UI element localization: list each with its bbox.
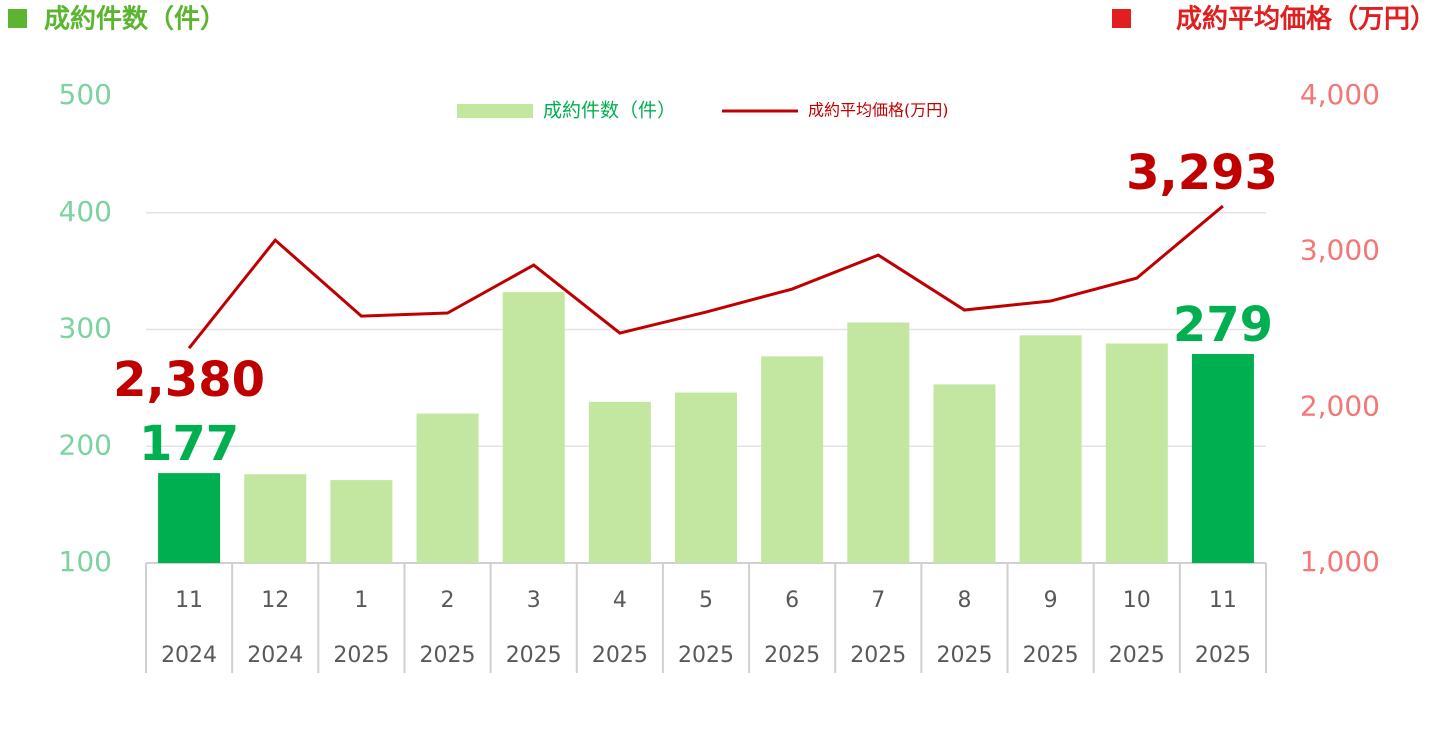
x-tick-label-year: 2025 [678, 643, 734, 668]
x-tick-label-year: 2024 [247, 643, 303, 668]
y-tick-label: 500 [59, 78, 112, 111]
x-tick-label: 9 [1044, 588, 1058, 613]
x-tick-label-year: 2025 [764, 643, 820, 668]
x-tick-label-year: 2025 [1195, 643, 1251, 668]
x-tick-label: 7 [871, 588, 885, 613]
line-value-label: 3,293 [1126, 145, 1278, 201]
bar [1019, 335, 1082, 563]
bar [588, 401, 651, 563]
x-tick-label-year: 2025 [1023, 643, 1079, 668]
x-tick-label: 4 [613, 588, 627, 613]
x-tick-label-year: 2025 [592, 643, 648, 668]
bar [502, 292, 565, 563]
y2-tick-label: 2,000 [1300, 389, 1380, 422]
x-tick-label-year: 2025 [420, 643, 476, 668]
bar [330, 480, 393, 563]
y-tick-label: 400 [59, 195, 112, 228]
x-tick-label-year: 2025 [936, 643, 992, 668]
y-tick-label: 200 [59, 428, 112, 461]
y2-label-marker [1112, 9, 1131, 28]
x-tick-label: 8 [957, 588, 971, 613]
legend-label: 成約平均価格(万円) [808, 101, 949, 120]
legend-label: 成約件数（件） [543, 100, 676, 122]
x-tick-label: 11 [175, 588, 203, 613]
x-tick-label-year: 2025 [850, 643, 906, 668]
bar [675, 392, 737, 563]
x-tick-label: 11 [1209, 588, 1237, 613]
y-axis-title: 成約件数（件） [44, 4, 226, 35]
x-tick-label: 5 [699, 588, 713, 613]
x-tick-label-year: 2024 [161, 643, 217, 668]
x-tick-label: 6 [785, 588, 799, 613]
bar [244, 474, 307, 563]
x-tick-label-year: 2025 [1109, 643, 1165, 668]
x-tick-label: 2 [441, 588, 455, 613]
bar [1105, 343, 1168, 563]
x-tick-label: 1 [354, 588, 368, 613]
bar [847, 322, 910, 563]
x-tick-label: 10 [1123, 588, 1151, 613]
line-value-label: 2,380 [113, 352, 265, 408]
y2-tick-label: 4,000 [1300, 78, 1380, 111]
x-tick-label: 3 [527, 588, 541, 613]
y2-tick-label: 3,000 [1300, 234, 1380, 267]
bar-value-label: 177 [139, 416, 239, 472]
bar [158, 473, 221, 563]
bar [761, 356, 824, 563]
line [187, 204, 1224, 350]
y-tick-label: 100 [59, 545, 112, 578]
bar [1191, 354, 1254, 563]
bar [933, 384, 996, 563]
bar-value-label: 279 [1173, 297, 1273, 353]
y2-axis-title: 成約平均価格（万円） [1176, 4, 1436, 35]
x-tick-label-year: 2025 [506, 643, 562, 668]
x-tick-label-year: 2025 [333, 643, 389, 668]
y-tick-label: 300 [59, 312, 112, 345]
y-label-marker [8, 9, 27, 28]
bar [416, 413, 479, 563]
y2-tick-label: 1,000 [1300, 545, 1380, 578]
x-tick-label: 12 [261, 588, 289, 613]
legend-swatch [457, 104, 533, 118]
